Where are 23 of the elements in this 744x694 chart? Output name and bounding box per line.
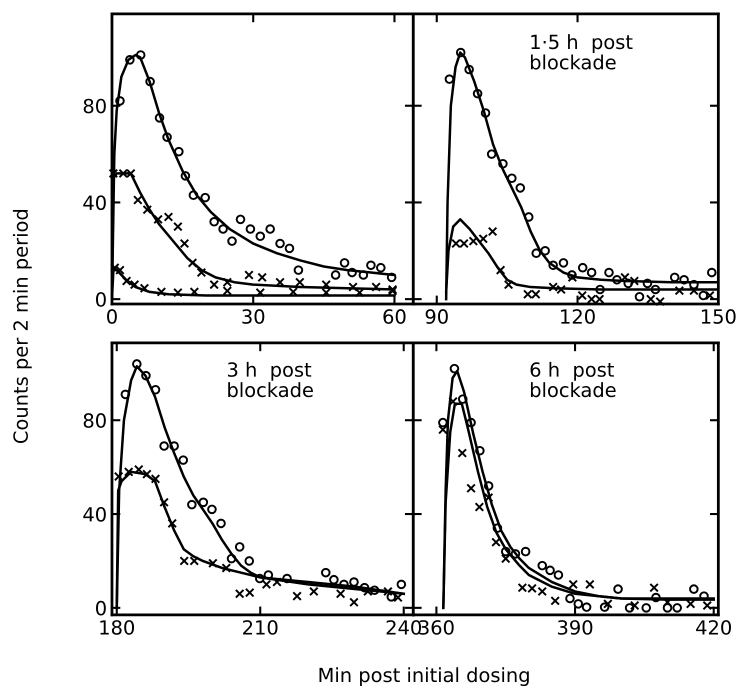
x-tick-label: 90 [426, 309, 448, 324]
y-tick-label: 80 [84, 413, 106, 428]
x-tick-label: 150 [702, 309, 736, 324]
annotation: 1·5 h post blockade [530, 34, 633, 70]
x-tick-label: 30 [242, 309, 264, 324]
annotation: 3 h post blockade [228, 362, 313, 398]
x-tick-label: 420 [696, 620, 731, 635]
x-tick-label: 390 [558, 620, 592, 635]
x-axis-title: Min post initial dosing [320, 667, 529, 686]
y-tick-label: 0 [96, 292, 106, 307]
annotation: 6 h post blockade [530, 362, 616, 398]
x-tick-label: 180 [100, 620, 134, 635]
x-tick-label: 0 [107, 309, 117, 324]
y-tick-label: 80 [84, 98, 106, 114]
y-tick-label: 0 [96, 600, 106, 616]
y-tick-label: 40 [83, 195, 106, 210]
x-tick-label: 360 [419, 620, 454, 635]
x-tick-label: 210 [243, 620, 278, 635]
x-tick-label: 60 [383, 309, 406, 324]
y-axis-title: Counts per 2 min period [12, 210, 32, 444]
x-tick-label: 120 [561, 309, 595, 324]
x-tick-label: 240 [386, 620, 421, 635]
y-tick-label: 40 [83, 506, 106, 522]
